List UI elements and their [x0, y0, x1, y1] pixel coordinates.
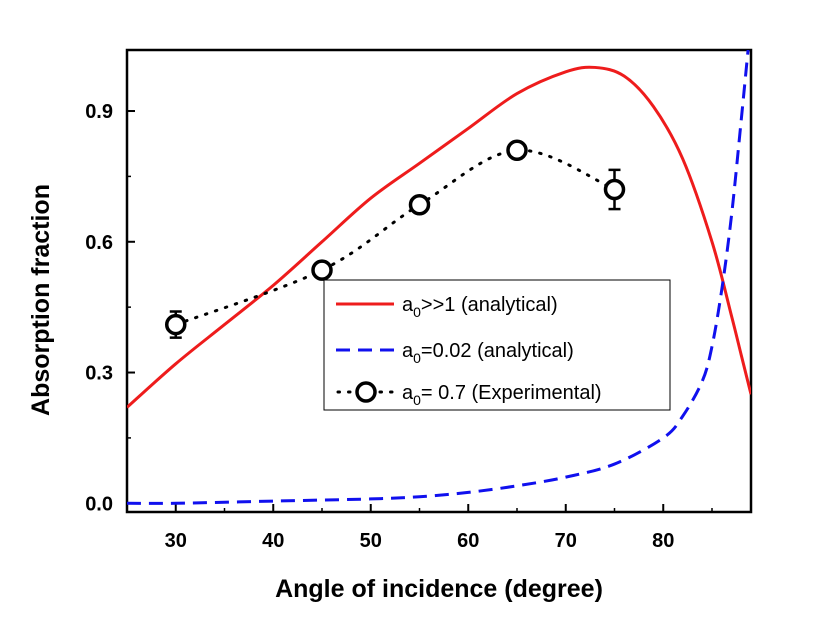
axis-ticks [126, 110, 713, 512]
y-axis-title: Absorption fraction [27, 184, 55, 416]
marker-layer [165, 139, 626, 339]
legend-label: a0=0.02 (analytical) [402, 340, 574, 366]
x-tick-label: 50 [360, 530, 382, 552]
tick-labels: 30 40 50 60 70 80 0.0 0.3 0.6 0.9 [85, 101, 674, 552]
data-point-marker [165, 313, 187, 336]
y-tick-label: 0.6 [85, 232, 113, 254]
x-tick-label: 60 [457, 530, 479, 552]
data-point-marker [506, 139, 528, 161]
legend-swatch-marker [355, 381, 377, 403]
legend-box [323, 279, 671, 411]
x-tick-label: 70 [555, 530, 577, 552]
y-tick-label: 0.0 [85, 493, 113, 515]
series-line-analytical-a0-0.02 [127, 50, 750, 505]
legend-label: a0>>1 (analytical) [402, 294, 558, 320]
data-point-marker [603, 178, 626, 201]
x-tick-label: 80 [652, 530, 674, 552]
legend-label: a0= 0.7 (Experimental) [402, 382, 602, 408]
plot-frame [125, 48, 753, 514]
series-layer [127, 50, 751, 505]
series-line-analytical-large-a0 [127, 65, 751, 409]
legend: a0>>1 (analytical) a0=0.02 (analytical) a0… [323, 279, 671, 411]
x-tick-label: 40 [262, 530, 284, 552]
data-point-marker [311, 259, 333, 281]
x-tick-label: 30 [165, 530, 187, 552]
y-tick-label: 0.9 [85, 101, 113, 123]
y-tick-label: 0.3 [85, 363, 113, 385]
data-point-marker [408, 193, 431, 216]
x-axis-title: Angle of incidence (degree) [275, 575, 603, 603]
